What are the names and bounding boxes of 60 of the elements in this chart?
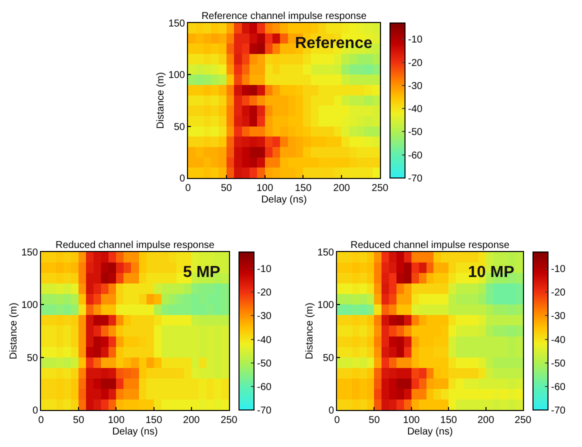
y-tick-label: 150 (317, 248, 334, 258)
color-bar-label: -60 (551, 382, 566, 393)
x-tick-label: 100 (403, 415, 420, 426)
color-bar-label: -30 (551, 311, 566, 322)
color-bar-label: -50 (551, 358, 566, 370)
y-axis-title: Distance (m) (8, 302, 20, 360)
x-tick-label: 100 (108, 415, 125, 426)
y-tick-label: 0 (32, 406, 38, 416)
x-tick-label: 250 (514, 415, 532, 426)
x-tick-label: 150 (440, 415, 458, 426)
color-bar-label: -20 (408, 58, 423, 69)
chart-title: Reference channel impulse response (201, 11, 367, 22)
x-tick-label: 250 (220, 415, 238, 426)
annotation: 10 MP (468, 264, 515, 281)
color-bar-label: -10 (551, 264, 566, 276)
x-tick-label: 200 (333, 183, 350, 194)
annotation: 5 MP (183, 264, 221, 281)
y-tick-label: 50 (26, 352, 38, 364)
x-tick-label: 150 (145, 415, 163, 426)
color-bar-label: -10 (257, 264, 272, 276)
y-axis-title: Distance (m) (155, 72, 166, 129)
x-tick-label: 200 (183, 415, 200, 426)
color-bar-label: -10 (408, 34, 423, 46)
y-tick-label: 150 (21, 248, 38, 258)
color-bar-label: -20 (551, 288, 566, 299)
y-tick-label: 100 (168, 70, 186, 82)
x-tick-label: 50 (220, 183, 232, 194)
y-tick-label: 100 (317, 300, 334, 312)
color-bar-label: -30 (408, 80, 423, 92)
x-tick-label: 50 (73, 415, 85, 426)
chart-title: Reduced channel impulse response (350, 240, 510, 251)
chart-title: Reduced channel impulse response (56, 240, 215, 251)
x-tick-label: 150 (294, 183, 312, 194)
color-bar-label: -20 (257, 288, 272, 299)
y-tick-label: 100 (21, 300, 38, 312)
x-tick-label: 200 (477, 415, 495, 426)
color-bar-label: -70 (551, 406, 566, 416)
x-tick-label: 100 (256, 183, 274, 194)
color-bar-label: -40 (551, 334, 566, 346)
y-tick-label: 0 (179, 174, 186, 184)
color-bar-label: -50 (408, 127, 423, 138)
y-tick-label: 0 (328, 406, 334, 416)
color-bar-label: -60 (408, 150, 423, 162)
x-axis-title: Delay (ns) (112, 426, 158, 438)
y-axis-title: Distance (m) (304, 302, 316, 360)
color-bar-label: -40 (257, 334, 272, 346)
y-tick-label: 150 (168, 18, 186, 30)
color-bar-label: -40 (408, 104, 423, 116)
y-tick-label: 50 (322, 352, 334, 364)
color-bar-label: -70 (257, 406, 272, 416)
x-tick-label: 50 (368, 415, 380, 426)
color-bar-label: -60 (257, 382, 272, 393)
color-bar-label: -50 (257, 358, 272, 370)
color-bar-label: -70 (408, 174, 423, 184)
x-tick-label: 250 (372, 183, 389, 194)
x-axis-title: Delay (ns) (407, 426, 453, 438)
x-axis-title: Delay (ns) (261, 194, 307, 206)
color-bar-label: -30 (257, 311, 272, 322)
y-tick-label: 50 (174, 122, 186, 133)
annotation: Reference (295, 35, 372, 52)
